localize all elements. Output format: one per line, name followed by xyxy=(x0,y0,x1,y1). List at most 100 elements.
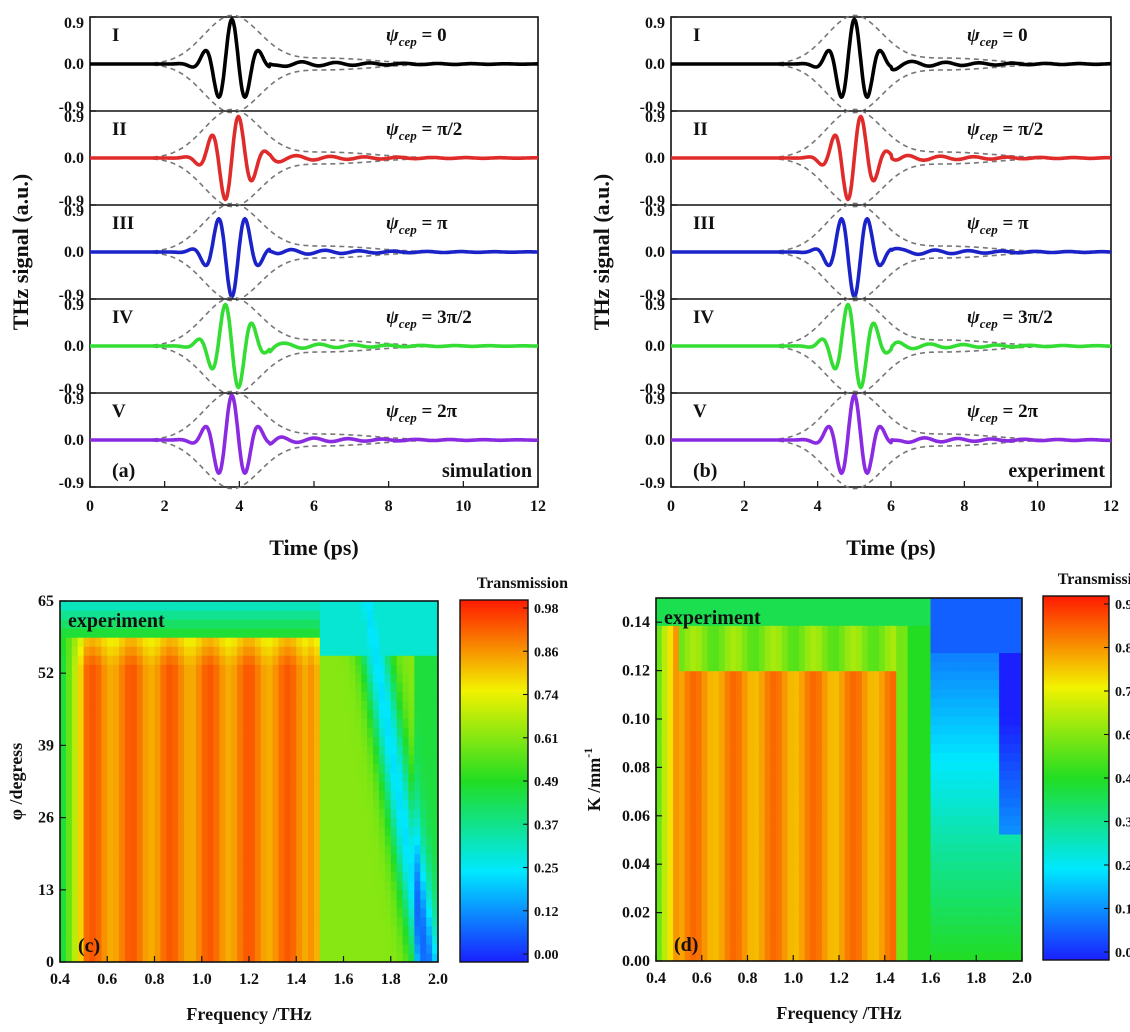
heatmap-cell xyxy=(741,725,749,735)
heatmap-cell xyxy=(378,718,386,728)
heatmap-cell xyxy=(810,824,817,835)
heatmap-cell xyxy=(166,817,173,828)
heatmap-cell xyxy=(414,673,421,683)
heatmap-cell xyxy=(361,745,368,756)
heatmap-cell xyxy=(361,934,368,945)
heatmap-cell xyxy=(758,924,766,935)
heatmap-cell xyxy=(337,934,345,945)
heatmap-cell xyxy=(781,788,789,799)
heatmap-cell xyxy=(850,933,857,944)
heatmap-cell xyxy=(959,797,966,808)
heatmap-cell xyxy=(707,715,714,726)
heatmap-cell xyxy=(124,619,132,629)
heatmap-cell xyxy=(861,752,869,762)
heatmap-cell xyxy=(367,907,374,918)
heatmap-cell xyxy=(278,790,286,801)
heatmap-cell xyxy=(718,598,726,608)
heatmap-cell xyxy=(798,661,806,672)
heatmap-cell xyxy=(178,799,185,810)
heatmap-cell xyxy=(684,879,691,889)
heatmap-cell xyxy=(684,688,691,699)
y-tick-label: 0.0 xyxy=(645,432,665,449)
heatmap-cell xyxy=(913,661,920,672)
heatmap-cell xyxy=(781,679,789,690)
heatmap-cell xyxy=(107,880,114,891)
heatmap-cell xyxy=(873,879,880,889)
heatmap-cell xyxy=(231,916,238,927)
heatmap-cell xyxy=(856,697,863,708)
heatmap-cell xyxy=(278,952,286,962)
heatmap-cell xyxy=(290,934,297,945)
heatmap-cell xyxy=(373,952,380,962)
heatmap-cell xyxy=(930,951,937,961)
heatmap-cell xyxy=(684,779,691,790)
heatmap-cell xyxy=(325,727,333,737)
heatmap-cell xyxy=(821,715,829,726)
heatmap-cell xyxy=(343,772,351,783)
heatmap-cell xyxy=(924,806,932,817)
envelope-lower-line xyxy=(90,439,538,490)
heatmap-cell xyxy=(219,664,226,674)
heatmap-cell xyxy=(896,852,903,862)
heatmap-cell xyxy=(60,628,67,638)
heatmap-cell xyxy=(390,844,398,855)
heatmap-cell xyxy=(833,833,840,844)
heatmap-cell xyxy=(136,790,144,801)
heatmap-cell xyxy=(793,643,800,654)
envelope-upper-line xyxy=(90,108,538,159)
heatmap-cell xyxy=(65,736,73,747)
heatmap-cell xyxy=(408,718,415,728)
heatmap-cell xyxy=(130,772,138,783)
heatmap-cell xyxy=(901,725,909,735)
heatmap-cell xyxy=(861,715,869,726)
heatmap-cell xyxy=(160,682,167,692)
heatmap-cell xyxy=(804,734,812,744)
heatmap-cell xyxy=(781,697,789,708)
heatmap-cell xyxy=(266,826,274,837)
heatmap-cell xyxy=(964,688,972,699)
heatmap-cell xyxy=(83,736,91,747)
heatmap-cell xyxy=(325,853,333,864)
heatmap-cell xyxy=(65,952,73,962)
heatmap-cell xyxy=(907,861,914,871)
heatmap-cell xyxy=(225,727,232,737)
heatmap-cell xyxy=(189,844,197,855)
heatmap-cell xyxy=(278,745,286,756)
heatmap-cell xyxy=(884,770,892,781)
heatmap-cell xyxy=(201,862,209,873)
heatmap-cell xyxy=(189,745,197,756)
heatmap-cell xyxy=(124,916,132,927)
heatmap-cell xyxy=(673,933,680,944)
heatmap-cell xyxy=(730,806,737,817)
heatmap-cell xyxy=(378,664,386,674)
heatmap-cell xyxy=(432,727,438,737)
heatmap-cell xyxy=(101,718,108,728)
heatmap-cell xyxy=(302,745,309,756)
heatmap-cell xyxy=(166,862,173,873)
heatmap-cell xyxy=(402,790,410,801)
heatmap-cell xyxy=(867,688,874,699)
heatmap-cell xyxy=(804,607,812,617)
heatmap-cell xyxy=(420,664,427,674)
heatmap-cell xyxy=(753,815,760,826)
heatmap-cell xyxy=(781,688,789,699)
heatmap-cell xyxy=(378,916,386,927)
heatmap-cell xyxy=(213,727,221,737)
heatmap-cell xyxy=(736,788,743,799)
heatmap-cell xyxy=(337,781,345,792)
heatmap-cell xyxy=(367,871,374,882)
heatmap-cell xyxy=(71,736,79,747)
heatmap-cell xyxy=(941,824,949,835)
heatmap-cell xyxy=(690,761,697,772)
heatmap-cell xyxy=(272,601,280,611)
heatmap-cell xyxy=(319,646,327,656)
series-roman-label: IV xyxy=(693,307,714,328)
heatmap-cell xyxy=(319,745,327,756)
heatmap-cell xyxy=(673,824,680,835)
heatmap-cell xyxy=(107,718,114,728)
heatmap-cell xyxy=(296,718,303,728)
heatmap-cell xyxy=(266,637,274,647)
heatmap-cell xyxy=(764,770,771,781)
heatmap-cell xyxy=(101,727,108,737)
heatmap-cell xyxy=(673,697,680,708)
